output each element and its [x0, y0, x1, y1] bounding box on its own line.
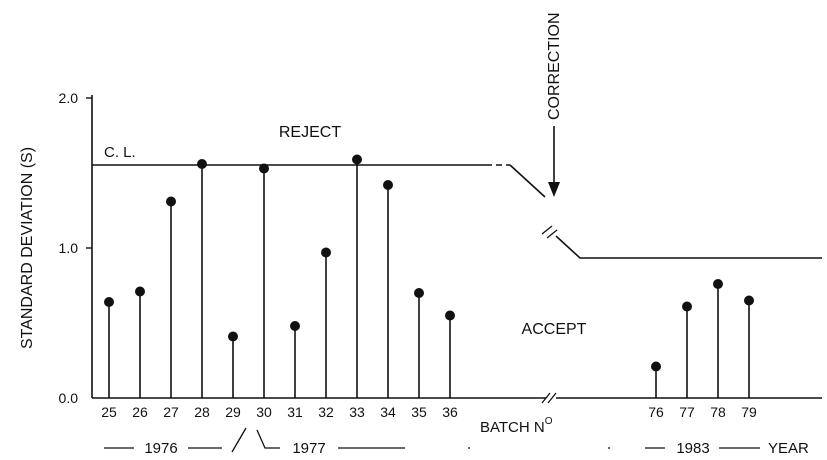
x-tick-label-32: 32 — [318, 404, 334, 420]
year-label-1983: 1983 — [676, 440, 709, 457]
year-divider-1976-1977 — [231, 427, 280, 453]
correction-arrow — [548, 126, 560, 197]
x-axis-label: BATCH NO — [480, 416, 553, 436]
year-axis-label: YEAR — [768, 440, 809, 457]
data-point-35 — [414, 288, 424, 298]
year-band-1983: 1983 YEAR — [608, 440, 809, 457]
x-axis-label-main: BATCH N — [480, 419, 545, 436]
x-tick-label-76: 76 — [648, 404, 664, 420]
data-point-29 — [228, 331, 238, 342]
x-tick-label-29: 29 — [225, 404, 241, 420]
x-tick-label-26: 26 — [132, 404, 148, 420]
x-tick-label-33: 33 — [349, 404, 365, 420]
data-point-30 — [259, 163, 269, 174]
correction-label: CORRECTION — [546, 12, 563, 120]
data-point-34 — [383, 180, 393, 190]
y-tick-label-1: 1.0 — [59, 240, 79, 256]
x-tick-label-31: 31 — [287, 404, 303, 420]
x-tick-label-25: 25 — [101, 404, 117, 420]
data-point-79 — [744, 295, 754, 306]
data-point-27 — [166, 196, 176, 207]
data-point-76 — [651, 361, 661, 372]
x-tick-label-30: 30 — [256, 404, 272, 420]
accept-region-label: ACCEPT — [522, 321, 587, 338]
x-tick-labels: 25 26 27 28 29 30 31 32 33 34 35 36 76 77 78 79 — [101, 404, 757, 420]
year-label-1977: 1977 — [292, 440, 325, 457]
data-point-78 — [713, 279, 723, 289]
y-tick-label-2: 2.0 — [59, 90, 79, 106]
year-label-1976: 1976 — [144, 440, 177, 457]
control-limit-transition — [509, 164, 546, 198]
control-limit-break-mark — [541, 225, 558, 239]
data-point-36 — [445, 310, 455, 321]
x-axis-label-super: O — [545, 416, 553, 427]
x-tick-label-78: 78 — [710, 404, 726, 420]
x-tick-label-36: 36 — [442, 404, 458, 420]
data-point-26 — [135, 286, 145, 297]
data-point-77 — [682, 301, 692, 312]
x-tick-label-77: 77 — [679, 404, 695, 420]
control-limit-transition-2 — [555, 235, 822, 259]
control-limit-label: C. L. — [104, 144, 136, 161]
data-point-31 — [290, 321, 300, 331]
data-stems — [104, 154, 754, 398]
data-point-33 — [352, 154, 362, 165]
data-point-32 — [321, 247, 331, 258]
y-tick-label-0: 0.0 — [59, 390, 79, 406]
x-tick-label-35: 35 — [411, 404, 427, 420]
y-axis-label: STANDARD DEVIATION (S) — [19, 147, 36, 349]
x-tick-label-28: 28 — [194, 404, 210, 420]
reject-region-label: REJECT — [279, 124, 341, 141]
data-point-25 — [104, 297, 114, 307]
x-tick-label-27: 27 — [163, 404, 179, 420]
x-axis-break-mark — [541, 392, 557, 404]
x-tick-label-34: 34 — [380, 404, 396, 420]
year-band-1976: 1976 — [104, 440, 222, 457]
x-tick-label-79: 79 — [741, 404, 757, 420]
year-band-1977: 1977 — [292, 440, 470, 457]
data-point-28 — [197, 159, 207, 169]
